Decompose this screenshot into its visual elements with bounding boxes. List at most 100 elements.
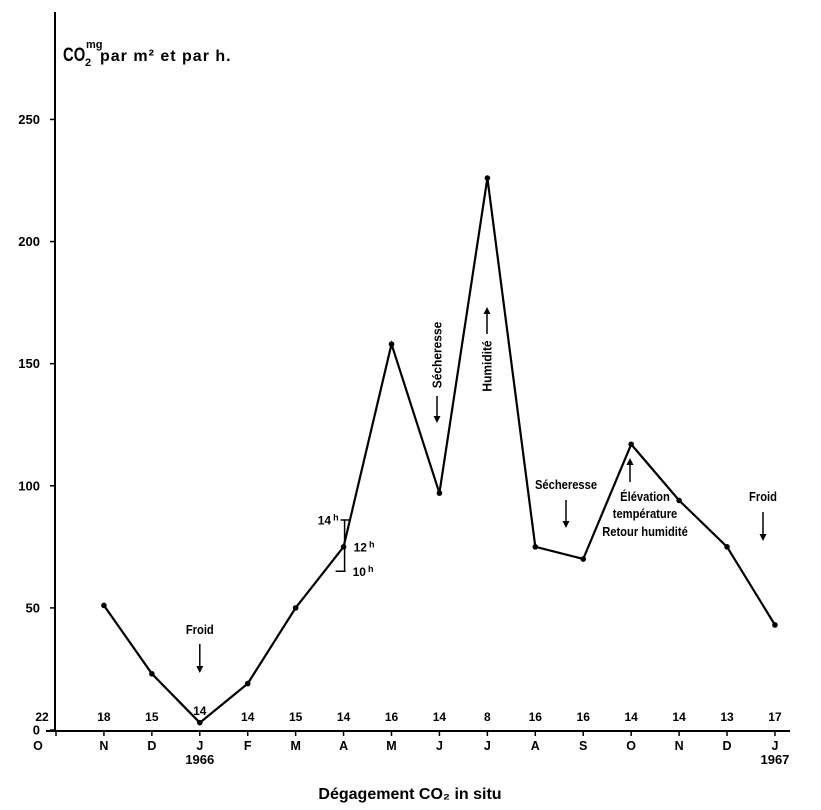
sample-count-label: 18 bbox=[97, 710, 111, 724]
annotation-text: température bbox=[613, 506, 678, 521]
x-tick-label: N bbox=[675, 739, 684, 753]
hourly-label: 12 h bbox=[354, 539, 375, 554]
arrowhead bbox=[562, 521, 570, 528]
arrow-down-icon bbox=[759, 512, 767, 541]
annotation-text: Froid bbox=[186, 622, 214, 637]
x-tick-label: N bbox=[99, 739, 108, 753]
x-tick-label: A bbox=[531, 739, 540, 753]
arrow-down-icon bbox=[562, 500, 570, 528]
sample-counts: 22 18 15 14 14 15 14 16 14 8 16 16 14 14 13 17 bbox=[35, 704, 782, 724]
sample-count-label: 15 bbox=[145, 710, 159, 724]
sample-count-label: 15 bbox=[289, 710, 303, 724]
x-tick-label: J bbox=[771, 739, 778, 753]
annotation-text: Froid bbox=[749, 489, 777, 504]
annotation-text: Sécheresse bbox=[430, 322, 445, 389]
chart-annotation: Sécheresse bbox=[430, 322, 445, 423]
y-tick-label: 150 bbox=[18, 356, 40, 371]
chart-annotations: Froid Sécheresse Humidité Sécheresse Élévati… bbox=[186, 307, 777, 673]
data-point bbox=[244, 680, 251, 687]
x-tick-label: D bbox=[723, 739, 732, 753]
arrow-up-icon bbox=[483, 307, 491, 334]
sample-count-label: 14 bbox=[433, 710, 447, 724]
hourly-label: 10 h bbox=[353, 564, 374, 579]
arrowhead bbox=[196, 666, 204, 673]
data-point bbox=[340, 544, 347, 550]
x-tick-label: J bbox=[196, 739, 203, 753]
data-point bbox=[484, 175, 491, 181]
y-axis-label-superscript: mg bbox=[86, 39, 103, 51]
chart-annotation: Humidité bbox=[480, 307, 495, 392]
co2-series bbox=[101, 175, 778, 726]
y-tick-label: 200 bbox=[18, 234, 40, 249]
sample-count-label: 14 bbox=[624, 710, 638, 724]
x-tick-label: J bbox=[484, 739, 491, 753]
x-tick-label: S bbox=[579, 739, 587, 753]
x-tick-label: A bbox=[339, 739, 348, 753]
hourly-label-hour: 14 bbox=[318, 513, 332, 527]
sample-count-label: 14 bbox=[193, 704, 207, 718]
data-point bbox=[580, 556, 587, 562]
sample-count-label: 14 bbox=[672, 710, 686, 724]
series-line bbox=[102, 177, 776, 725]
arrowhead bbox=[759, 534, 767, 541]
data-point bbox=[772, 622, 778, 628]
sample-count-label: 14 bbox=[241, 710, 255, 724]
sample-count-label: 17 bbox=[768, 710, 782, 724]
sample-count-label: 8 bbox=[484, 710, 491, 724]
annotation-text: Humidité bbox=[480, 340, 495, 391]
data-point bbox=[101, 602, 107, 609]
x-tick-label: O bbox=[33, 739, 43, 753]
annotation-text: Élévation bbox=[620, 488, 670, 504]
y-axis-label-subscript: 2 bbox=[85, 57, 91, 69]
hourly-label-unit: h bbox=[333, 512, 339, 522]
data-point bbox=[196, 719, 203, 726]
data-point bbox=[532, 544, 539, 550]
y-tick-label: 100 bbox=[18, 478, 40, 493]
year-label: 1967 bbox=[760, 752, 789, 767]
hourly-label: 14 h bbox=[318, 512, 339, 527]
y-axis-label-unit: par m² et par h. bbox=[100, 48, 232, 65]
data-point bbox=[149, 671, 155, 677]
y-tick-label: 50 bbox=[26, 600, 40, 615]
data-point bbox=[628, 441, 634, 448]
sample-count-label: 13 bbox=[720, 710, 734, 724]
arrow-down-icon bbox=[196, 644, 204, 673]
data-point bbox=[436, 490, 443, 496]
x-tick-label: D bbox=[147, 739, 156, 753]
hourly-label-unit: h bbox=[369, 539, 375, 549]
arrow-up-icon bbox=[626, 458, 634, 482]
x-tick-label: O bbox=[626, 739, 636, 753]
chart-annotation: Élévation température Retour humidité bbox=[602, 458, 688, 539]
y-axis-label-base: CO bbox=[63, 44, 85, 65]
data-point bbox=[388, 341, 395, 347]
sample-count-label: 16 bbox=[529, 710, 543, 724]
x-tick-label: M bbox=[386, 739, 396, 753]
sample-count-label: 14 bbox=[337, 710, 351, 724]
x-tick-label: F bbox=[244, 739, 252, 753]
sample-count-label: 22 bbox=[35, 710, 49, 724]
year-label: 1966 bbox=[185, 752, 214, 767]
data-point bbox=[724, 544, 730, 550]
hourly-label-hour: 10 bbox=[353, 565, 367, 579]
annotation-text: Retour humidité bbox=[602, 524, 688, 539]
arrowhead bbox=[626, 458, 634, 465]
chart-annotation: Sécheresse bbox=[535, 477, 597, 528]
y-tick-label: 250 bbox=[18, 112, 40, 127]
annotation-text: Sécheresse bbox=[535, 477, 597, 492]
y-axis-ticks: 0 50 100 150 200 250 bbox=[18, 112, 55, 738]
chart-title: Dégagement CO₂ in situ bbox=[318, 786, 501, 803]
x-tick-label: M bbox=[290, 739, 300, 753]
data-point bbox=[676, 497, 682, 504]
chart-annotation: Froid bbox=[186, 622, 214, 673]
chart-annotation: Froid bbox=[749, 489, 777, 541]
sample-count-label: 16 bbox=[385, 710, 399, 724]
hourly-variation: 14 h12 h10 h bbox=[318, 512, 375, 578]
x-tick-label: J bbox=[436, 739, 443, 753]
arrowhead bbox=[433, 416, 441, 423]
hourly-label-unit: h bbox=[368, 564, 374, 574]
sample-count-label: 16 bbox=[577, 710, 591, 724]
data-point bbox=[292, 605, 299, 611]
arrow-down-icon bbox=[433, 396, 441, 423]
